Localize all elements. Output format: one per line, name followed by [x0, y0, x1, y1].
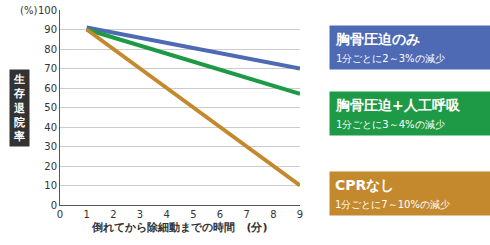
- svg-text:50: 50: [44, 102, 57, 113]
- svg-text:胸骨圧迫+人工呼吸1分ごとに3～4%の減少: 胸骨圧迫+人工呼吸1分ごとに3～4%の減少: [335, 97, 461, 130]
- svg-text:7: 7: [243, 209, 249, 220]
- svg-text:10: 10: [44, 180, 57, 191]
- svg-text:倒れてから除細動までの時間 (分): 倒れてから除細動までの時間 (分): [91, 221, 267, 234]
- svg-text:8: 8: [270, 209, 276, 220]
- svg-text:0: 0: [51, 200, 57, 211]
- svg-text:20: 20: [44, 161, 57, 172]
- svg-text:9: 9: [297, 209, 303, 220]
- svg-text:4: 4: [163, 209, 169, 220]
- svg-text:6: 6: [217, 209, 223, 220]
- svg-text:60: 60: [44, 83, 57, 94]
- svg-text:生存退院率: 生存退院率: [13, 73, 26, 143]
- svg-text:100: 100: [38, 5, 57, 16]
- svg-text:80: 80: [44, 44, 57, 55]
- svg-text:1: 1: [83, 209, 89, 220]
- svg-text:40: 40: [44, 122, 57, 133]
- svg-text:5: 5: [190, 209, 196, 220]
- svg-text:(%): (%): [20, 5, 37, 16]
- svg-text:0: 0: [57, 209, 63, 220]
- svg-text:90: 90: [44, 24, 57, 35]
- svg-text:胸骨圧迫のみ1分ごとに2～3%の減少: 胸骨圧迫のみ1分ごとに2～3%の減少: [335, 31, 445, 64]
- svg-text:70: 70: [44, 63, 57, 74]
- svg-text:3: 3: [137, 209, 143, 220]
- svg-text:CPRなし1分ごとに7～10%の減少: CPRなし1分ごとに7～10%の減少: [335, 177, 450, 210]
- svg-text:2: 2: [110, 209, 116, 220]
- svg-text:30: 30: [44, 141, 57, 152]
